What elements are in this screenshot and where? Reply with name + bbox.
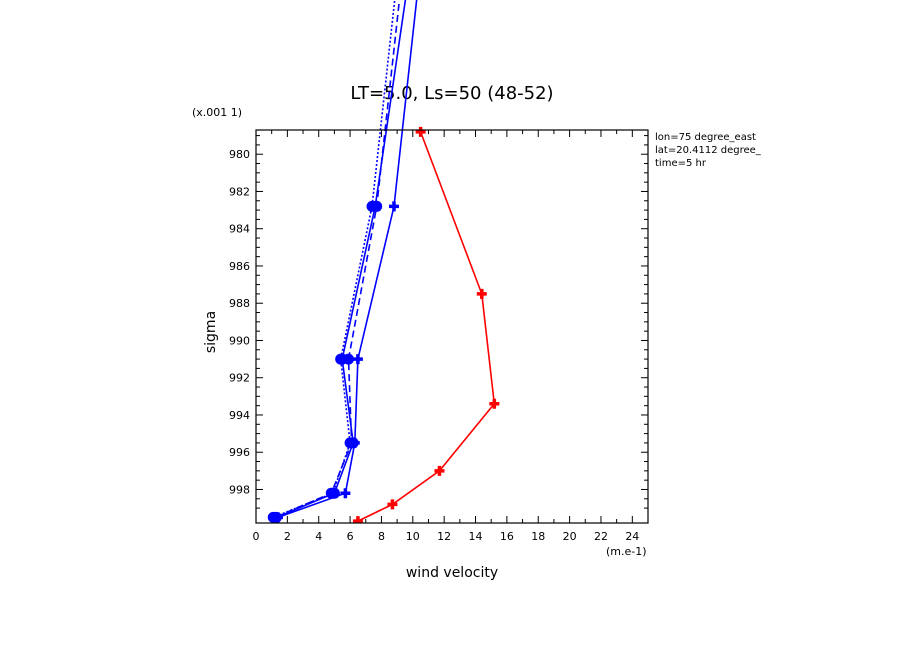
data-point bbox=[388, 201, 399, 212]
chart-title: LT=5.0, Ls=50 (48-52) bbox=[350, 83, 553, 104]
data-point bbox=[387, 499, 398, 510]
x-axis-title: wind velocity bbox=[406, 565, 498, 581]
y-tick-label: 990 bbox=[229, 334, 250, 347]
y-tick-label: 984 bbox=[229, 223, 250, 236]
data-point bbox=[489, 398, 500, 409]
x-tick-label: 6 bbox=[347, 530, 354, 543]
ticks: 0 2 4 6 8 10 12 14 16 18 20 22 249809829849869889909… bbox=[229, 130, 649, 543]
data-point bbox=[335, 353, 347, 365]
data-point bbox=[344, 437, 356, 449]
plot-frame bbox=[255, 129, 649, 524]
x-tick-label: 0 bbox=[253, 530, 260, 543]
annotation-lat: lat=20.4112 degree_ bbox=[655, 145, 762, 156]
series-2 bbox=[270, 0, 407, 523]
annotation-lon: lon=75 degree_east bbox=[655, 132, 756, 143]
series-3 bbox=[269, 0, 401, 523]
x-tick-label: 4 bbox=[315, 530, 322, 543]
data-point bbox=[343, 353, 355, 365]
x-tick-label: 16 bbox=[500, 530, 514, 543]
y-tick-label: 980 bbox=[229, 148, 250, 161]
y-tick-label: 986 bbox=[229, 260, 250, 273]
y-axis-title: sigma bbox=[203, 311, 219, 353]
data-point bbox=[476, 288, 487, 299]
x-tick-label: 22 bbox=[594, 530, 608, 543]
y-tick-label: 994 bbox=[229, 409, 250, 422]
x-tick-label: 18 bbox=[531, 530, 545, 543]
data-point bbox=[340, 488, 351, 499]
series-line bbox=[276, 0, 407, 519]
data-point bbox=[366, 200, 378, 212]
y-tick-label: 988 bbox=[229, 297, 250, 310]
annotation-time: time=5 hr bbox=[655, 158, 707, 169]
x-tick-label: 8 bbox=[378, 530, 385, 543]
x-tick-label: 24 bbox=[625, 530, 639, 543]
x-tick-label: 10 bbox=[406, 530, 420, 543]
series-0 bbox=[352, 126, 500, 523]
series-4 bbox=[267, 0, 396, 523]
x-tick-label: 14 bbox=[469, 530, 483, 543]
series-line bbox=[272, 0, 396, 519]
y-tick-label: 982 bbox=[229, 185, 250, 198]
series-line bbox=[274, 0, 401, 519]
data-point bbox=[352, 516, 363, 523]
data-point bbox=[352, 354, 363, 365]
series-line bbox=[357, 131, 496, 522]
data-point bbox=[434, 465, 445, 476]
data-point bbox=[327, 487, 339, 499]
y-tick-label: 998 bbox=[229, 483, 250, 496]
x-tick-label: 2 bbox=[284, 530, 291, 543]
series-layer bbox=[267, 0, 500, 523]
y-unit-label: (x.001 1) bbox=[192, 106, 242, 119]
data-point bbox=[415, 126, 426, 137]
x-tick-label: 20 bbox=[563, 530, 577, 543]
data-point bbox=[267, 511, 279, 523]
x-unit-label: (m.e-1) bbox=[606, 545, 647, 558]
x-tick-label: 12 bbox=[437, 530, 451, 543]
y-tick-label: 992 bbox=[229, 372, 250, 385]
y-tick-label: 996 bbox=[229, 446, 250, 459]
